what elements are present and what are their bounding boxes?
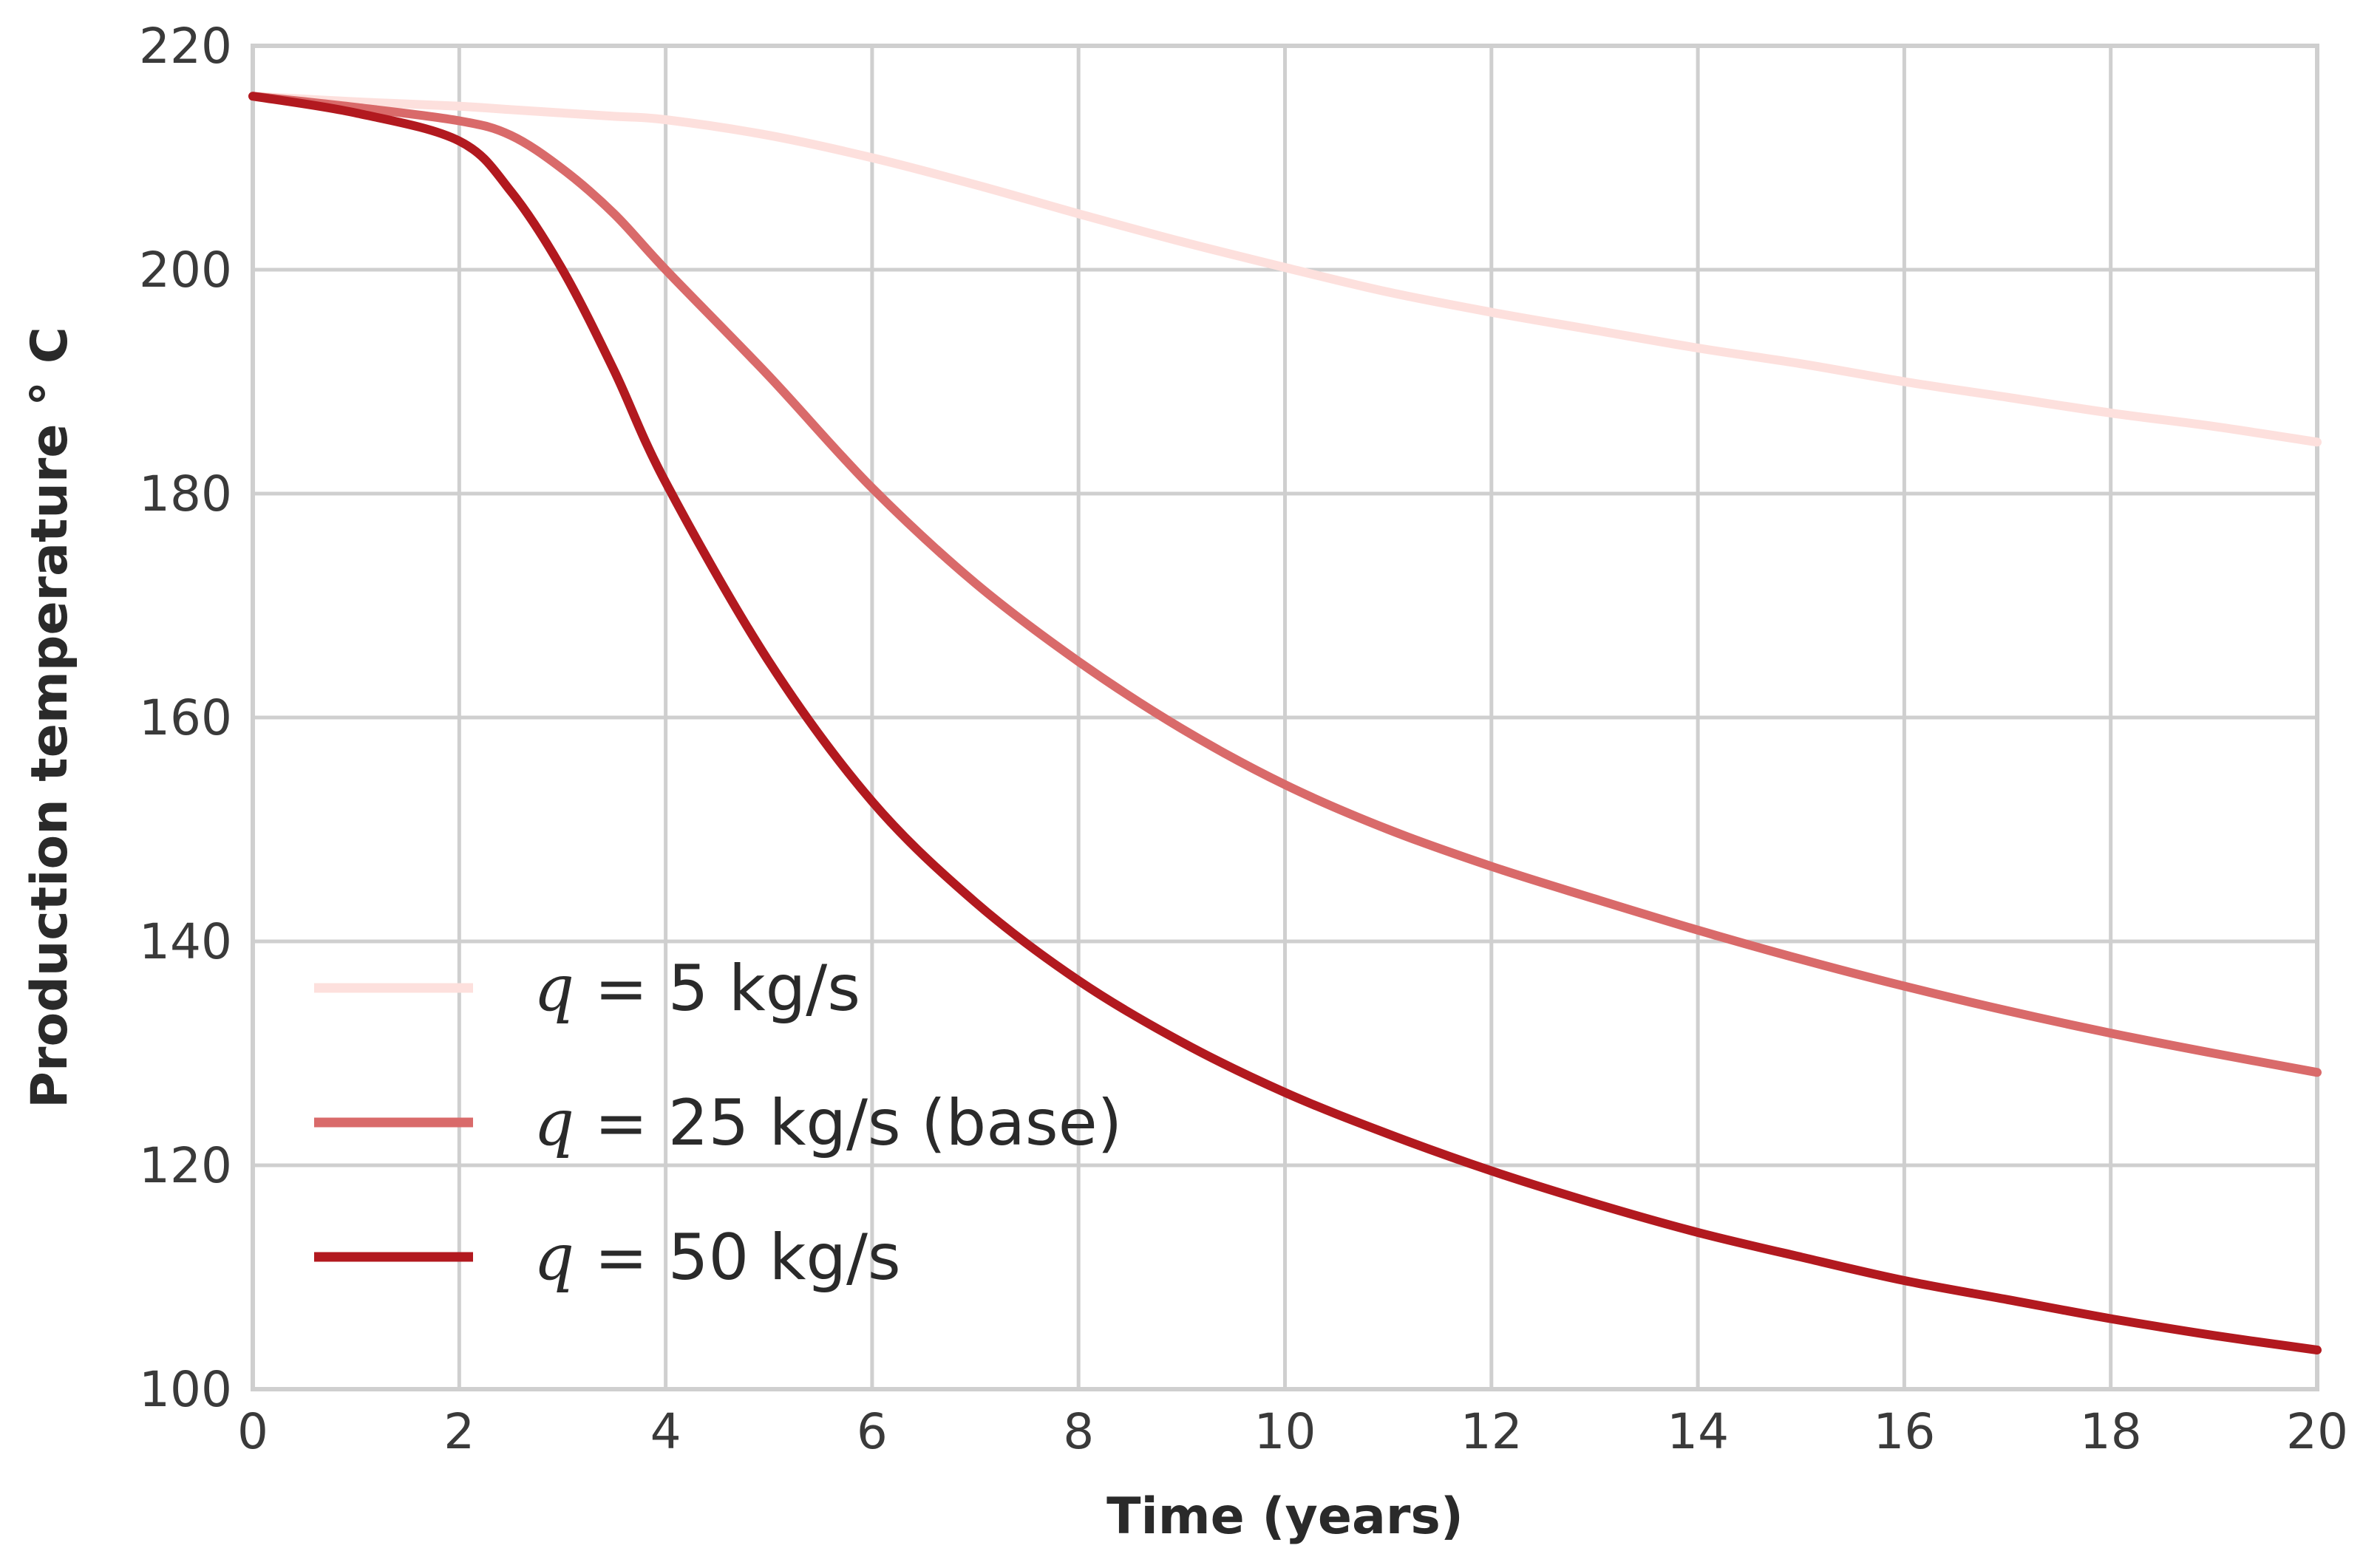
legend-value: = 5 kg/s: [574, 952, 860, 1026]
x-tick-label: 20: [2286, 1403, 2348, 1460]
x-axis-ticks: 0 2 4 6 8 10 12 14 16 18 20: [237, 1403, 2348, 1460]
x-tick-label: 0: [237, 1403, 268, 1460]
plot-frame: [251, 44, 2319, 1391]
x-tick-label: 16: [1873, 1403, 1935, 1460]
x-tick-label: 10: [1254, 1403, 1316, 1460]
x-tick-label: 14: [1667, 1403, 1729, 1460]
legend-value: = 25 kg/s (base): [574, 1086, 1122, 1160]
x-tick-label: 18: [2080, 1403, 2142, 1460]
legend-label: q = 5 kg/s: [534, 952, 860, 1026]
legend-entry-3: q = 50 kg/s: [314, 1221, 901, 1295]
x-tick-label: 6: [857, 1403, 888, 1460]
y-axis-ticks: 100 120 140 160 180 200 220: [139, 18, 232, 1418]
legend-value: = 50 kg/s: [574, 1221, 901, 1295]
legend-entry-1: q = 5 kg/s: [314, 952, 860, 1026]
y-tick-label: 160: [139, 689, 232, 746]
x-tick-label: 4: [650, 1403, 681, 1460]
legend-q-symbol: q: [534, 1221, 574, 1295]
legend-q-symbol: q: [534, 1086, 574, 1160]
y-tick-label: 220: [139, 18, 232, 75]
legend-entry-2: q = 25 kg/s (base): [314, 1086, 1122, 1160]
legend-label: q = 25 kg/s (base): [534, 1086, 1122, 1160]
legend: q = 5 kg/sq = 25 kg/s (base)q = 50 kg/s: [314, 952, 1122, 1295]
y-tick-label: 120: [139, 1137, 232, 1194]
x-tick-label: 12: [1461, 1403, 1523, 1460]
y-tick-label: 200: [139, 242, 232, 299]
y-tick-label: 100: [139, 1361, 232, 1418]
series-line-2: [248, 92, 2322, 1077]
y-tick-label: 180: [139, 466, 232, 522]
legend-label: q = 50 kg/s: [534, 1221, 901, 1295]
y-tick-label: 140: [139, 913, 232, 970]
legend-q-symbol: q: [534, 952, 574, 1026]
x-tick-label: 2: [443, 1403, 475, 1460]
x-tick-label: 8: [1063, 1403, 1094, 1460]
x-axis-label: Time (years): [1106, 1487, 1463, 1546]
y-axis-label: Production temperature ° C: [21, 327, 79, 1108]
series-line-3: [248, 92, 2322, 1354]
series-group: [248, 92, 2322, 1354]
series-line-1: [248, 92, 2322, 447]
